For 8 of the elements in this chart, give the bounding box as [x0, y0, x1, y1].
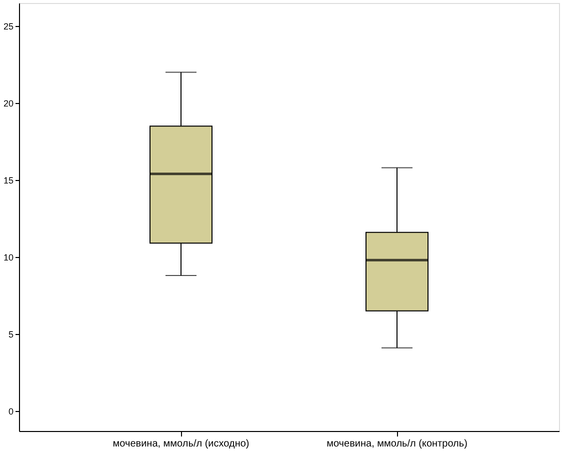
y-tick-label: 0 — [8, 406, 14, 416]
y-tick-label: 15 — [3, 176, 14, 186]
y-tick-label: 5 — [8, 330, 14, 340]
x-tick-label: мочевина, ммоль/л (исходно) — [112, 438, 250, 450]
y-tick-label: 25 — [3, 22, 14, 32]
y-tick-label: 20 — [3, 98, 14, 109]
x-tick-label: мочевина, ммоль/л (контроль) — [326, 438, 468, 450]
y-tick-label: 10 — [3, 252, 14, 263]
